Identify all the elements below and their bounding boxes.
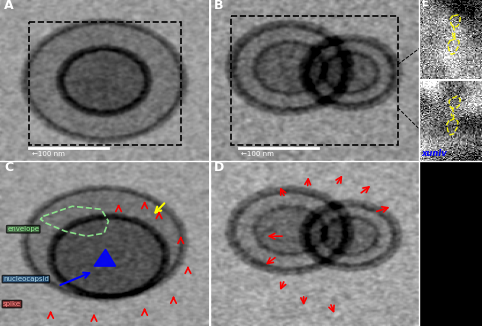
Text: ←100 nm: ←100 nm: [241, 151, 274, 157]
Text: ←100 nm: ←100 nm: [32, 151, 65, 157]
Text: C: C: [4, 161, 13, 174]
Bar: [231, 16, 398, 145]
Text: xunlv: xunlv: [422, 149, 447, 158]
Text: E: E: [422, 0, 428, 8]
Text: F: F: [422, 79, 428, 89]
Bar: [29, 22, 181, 145]
Text: nucleocapsid: nucleocapsid: [3, 276, 49, 282]
Text: spike: spike: [3, 301, 21, 307]
Polygon shape: [94, 249, 116, 266]
Text: D: D: [214, 161, 224, 174]
Text: A: A: [4, 0, 14, 12]
Text: B: B: [214, 0, 224, 12]
Text: envelope: envelope: [7, 226, 39, 232]
